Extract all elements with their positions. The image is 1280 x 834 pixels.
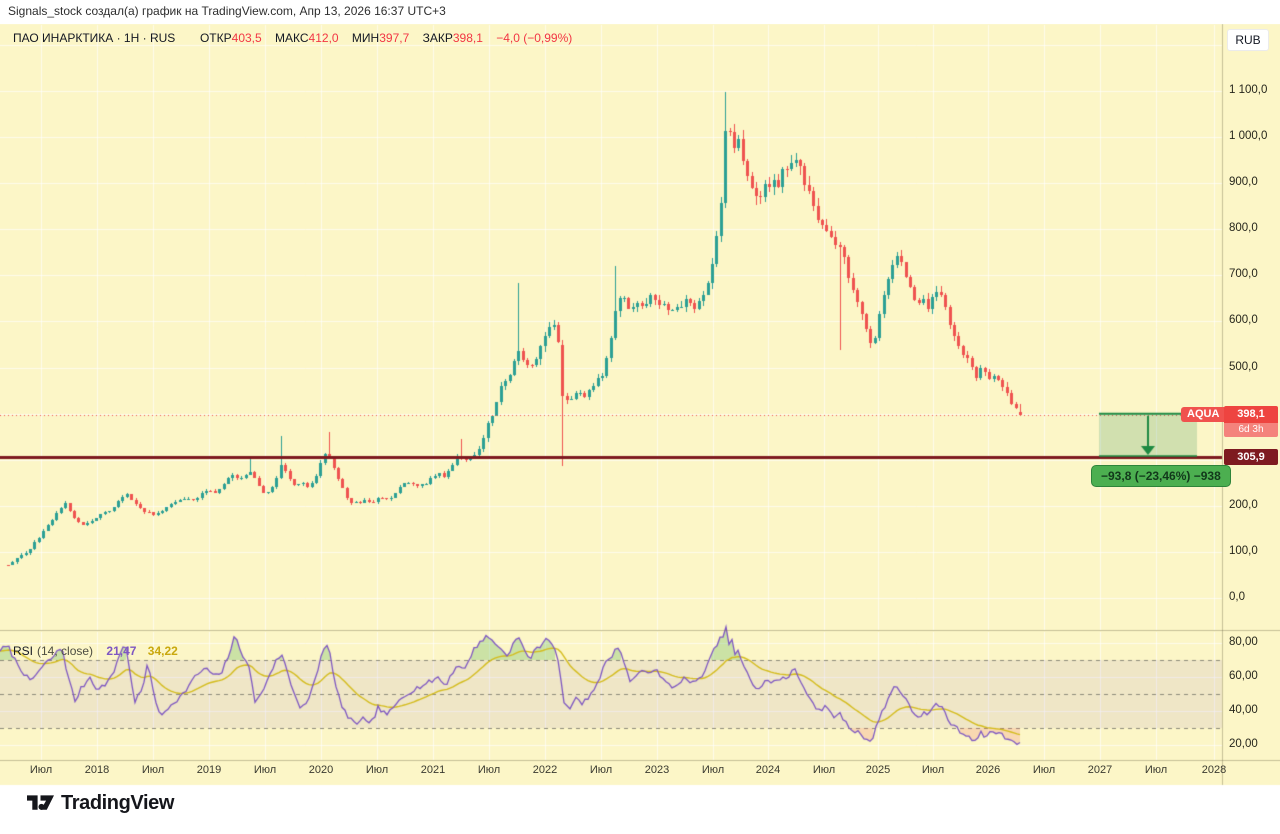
time-tick-label: 2023 (644, 764, 670, 776)
price-tick-label: 600,0 (1229, 314, 1258, 327)
time-tick-label: Июл (1144, 764, 1168, 776)
rsi-legend: RSI (14, close) 21,47 34,22 (13, 644, 178, 658)
time-tick-label: Июл (29, 764, 53, 776)
time-tick-label: 2026 (975, 764, 1001, 776)
time-tick-label: Июл (921, 764, 945, 776)
time-tick-label: Июл (365, 764, 389, 776)
symbol-price-tag: AQUA (1181, 407, 1226, 422)
rsi-tick-label: 20,00 (1229, 738, 1258, 750)
price-tick-label: 1 000,0 (1229, 130, 1268, 143)
legend-change: −4,0 (−0,99%) (496, 31, 573, 45)
time-tick-label: 2020 (308, 764, 334, 776)
currency-button[interactable]: RUB (1227, 29, 1269, 51)
legend-open: ОТКР403,5 (199, 31, 262, 45)
tradingview-logo[interactable]: TradingView (27, 792, 174, 815)
tradingview-logo-text: TradingView (61, 792, 175, 814)
rsi-title[interactable]: RSI (13, 644, 34, 658)
price-tick-label: 700,0 (1229, 268, 1258, 281)
rsi-tick-label: 40,00 (1229, 704, 1258, 716)
bar-countdown-label: 6d 3h (1224, 423, 1278, 437)
time-tick-label: 2024 (755, 764, 781, 776)
price-tick-label: 500,0 (1229, 360, 1258, 373)
legend-high: МАКС412,0 (275, 31, 339, 45)
symbol-title[interactable]: ПАО ИНАРКТИКА · 1Н · RUS (13, 31, 176, 45)
time-tick-label: Июл (701, 764, 725, 776)
time-tick-label: Июл (477, 764, 501, 776)
time-tick-label: 2021 (420, 764, 446, 776)
last-price-label: 398,1 (1224, 406, 1278, 423)
price-tick-label: 200,0 (1229, 498, 1258, 511)
legend-low: МИН397,7 (351, 31, 410, 45)
price-tick-label: 1 100,0 (1229, 84, 1268, 96)
time-tick-label: Июл (141, 764, 165, 776)
measure-tool-label[interactable]: −93,8 (−23,46%) −938 (1091, 465, 1231, 487)
time-tick-label: 2028 (1201, 764, 1227, 776)
attribution-bar (0, 0, 1280, 24)
legend-close: ЗАКР398,1 (422, 31, 483, 45)
level-price-label: 305,9 (1224, 449, 1278, 465)
price-tick-label: 100,0 (1229, 544, 1258, 557)
time-tick-label: 2022 (532, 764, 558, 776)
time-tick-label: 2019 (196, 764, 222, 776)
price-tick-label: 0,0 (1229, 591, 1245, 603)
rsi-value: 21,47 (106, 644, 137, 658)
time-tick-label: 2027 (1087, 764, 1113, 776)
attribution-text: Signals_stock создал(а) график на Tradin… (8, 4, 446, 18)
tradingview-logo-icon (27, 794, 54, 810)
time-tick-label: Июл (253, 764, 277, 776)
time-tick-label: 2025 (865, 764, 891, 776)
time-tick-label: Июл (812, 764, 836, 776)
rsi-ma-value: 34,22 (147, 644, 178, 658)
time-tick-label: Июл (589, 764, 613, 776)
time-tick-label: 2018 (84, 764, 110, 776)
symbol-legend: ПАО ИНАРКТИКА · 1Н · RUS ОТКР403,5 МАКС4… (13, 31, 572, 45)
rsi-tick-label: 60,00 (1229, 670, 1258, 682)
price-tick-label: 900,0 (1229, 176, 1258, 189)
time-tick-label: Июл (1032, 764, 1056, 776)
price-tick-label: 800,0 (1229, 222, 1258, 235)
rsi-tick-label: 80,00 (1229, 636, 1258, 648)
